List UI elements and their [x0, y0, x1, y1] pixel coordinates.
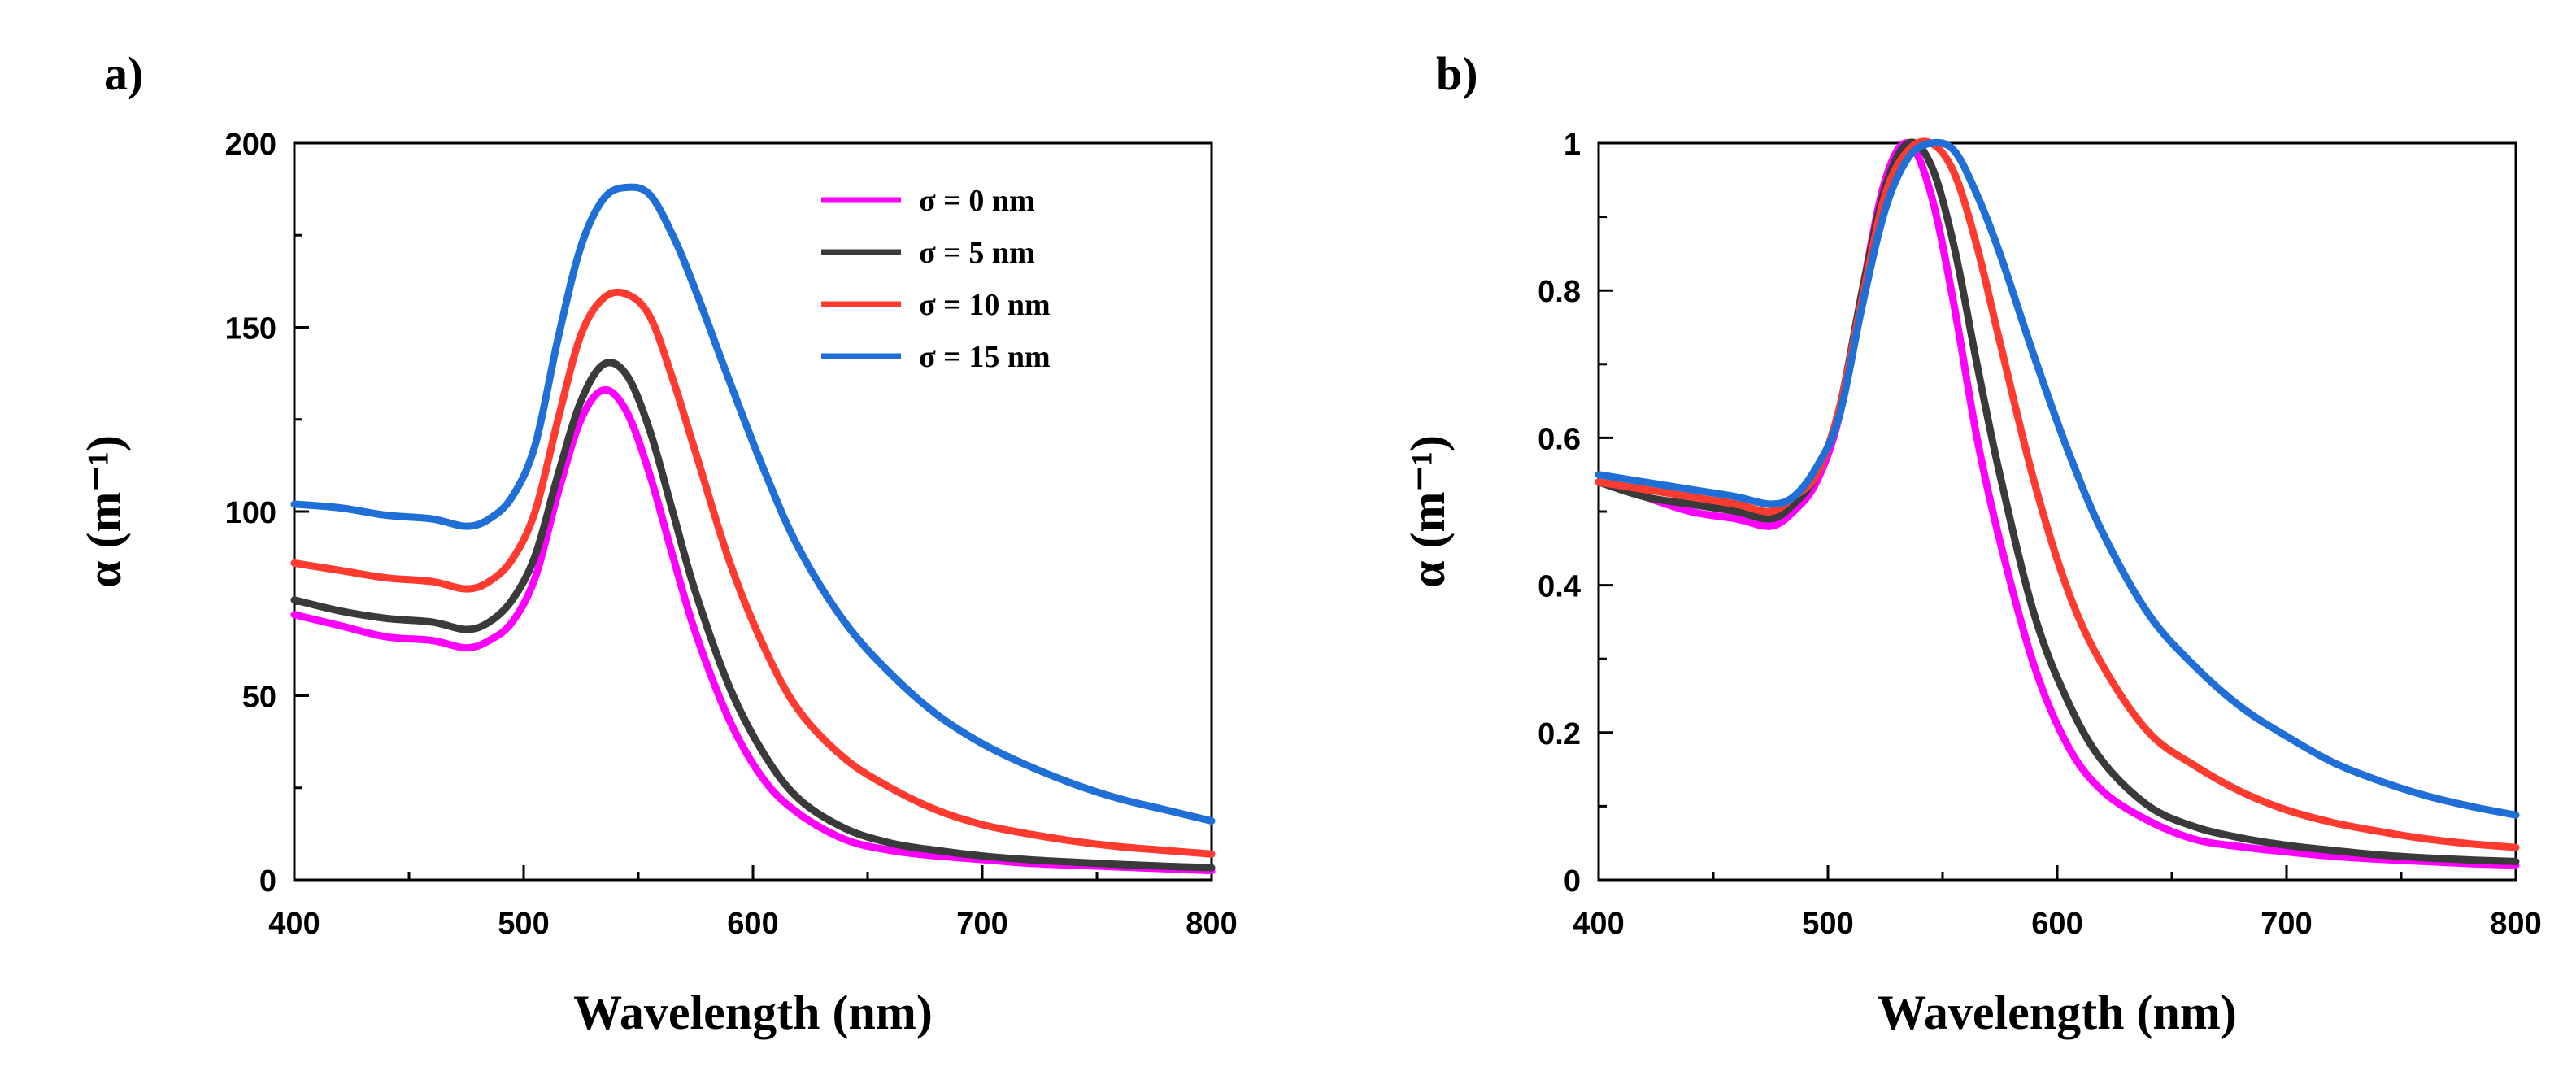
panel-b-y-tick-label: 0.6 — [1538, 422, 1581, 456]
panel-a-x-tick-label: 800 — [1186, 907, 1237, 941]
panel-a-y-axis-title: α (m⁻¹) — [77, 435, 131, 588]
panel-a-x-tick-label: 600 — [727, 907, 778, 941]
panel-a-label: a) — [104, 47, 143, 100]
panel-a-chart: a) 400 500 600 700 800 0 50 100 150 200 Waveleng… — [77, 47, 1238, 1039]
panel-b-y-tick-label: 1 — [1564, 128, 1581, 162]
panel-b-series-line-s5 — [1595, 138, 2520, 865]
panel-b-chart: b) 400 500 600 700 800 0 0.2 0.4 0.6 0.8 1 Wavele… — [1401, 47, 2542, 1039]
panel-b-y-tick-label: 0.8 — [1538, 275, 1581, 309]
panel-b-y-axis-title: α (m⁻¹) — [1401, 435, 1455, 588]
panel-b-label: b) — [1436, 47, 1478, 100]
panel-b-x-tick-label: 600 — [2031, 907, 2082, 941]
panel-a-x-tick-label: 500 — [498, 907, 549, 941]
panel-b-x-tick-label: 700 — [2261, 907, 2312, 941]
panel-a-series-line-s5 — [290, 359, 1216, 872]
panel-a-y-tick-label: 100 — [225, 496, 276, 530]
legend-label-s5: σ = 5 nm — [919, 236, 1035, 270]
panel-b-x-tick-label: 800 — [2490, 907, 2541, 941]
panel-a-legend: σ = 0 nm σ = 5 nm σ = 10 nm σ = 15 nm — [821, 184, 1051, 374]
panel-a-y-tick-label: 200 — [225, 128, 276, 162]
panel-b-x-tick-label: 500 — [1802, 907, 1853, 941]
panel-b-y-tick-label: 0.2 — [1538, 717, 1581, 751]
panel-a-series-line-s10 — [290, 288, 1216, 858]
panel-b-y-tick-label: 0 — [1564, 864, 1581, 899]
panel-a-y-tick-label: 0 — [259, 864, 276, 899]
panel-b-x-axis-title: Wavelength (nm) — [1878, 986, 2237, 1039]
panel-b-series-line-s0 — [1595, 139, 2520, 869]
panel-a-x-tick-label: 700 — [956, 907, 1007, 941]
panel-a-series-line-s15 — [290, 183, 1216, 825]
panel-b-series-line-s15 — [1595, 138, 2520, 819]
panel-b-y-tick-label: 0.4 — [1538, 570, 1581, 604]
panel-b-x-tick-label: 400 — [1573, 907, 1624, 941]
legend-label-s10: σ = 10 nm — [919, 288, 1051, 322]
legend-label-s0: σ = 0 nm — [919, 184, 1035, 218]
panel-a-y-tick-label: 50 — [242, 681, 276, 715]
legend-label-s15: σ = 15 nm — [919, 340, 1051, 374]
panel-a-x-axis-title: Wavelength (nm) — [573, 986, 933, 1039]
panel-a-x-tick-label: 400 — [268, 907, 320, 941]
panel-a-y-tick-label: 150 — [225, 312, 276, 346]
